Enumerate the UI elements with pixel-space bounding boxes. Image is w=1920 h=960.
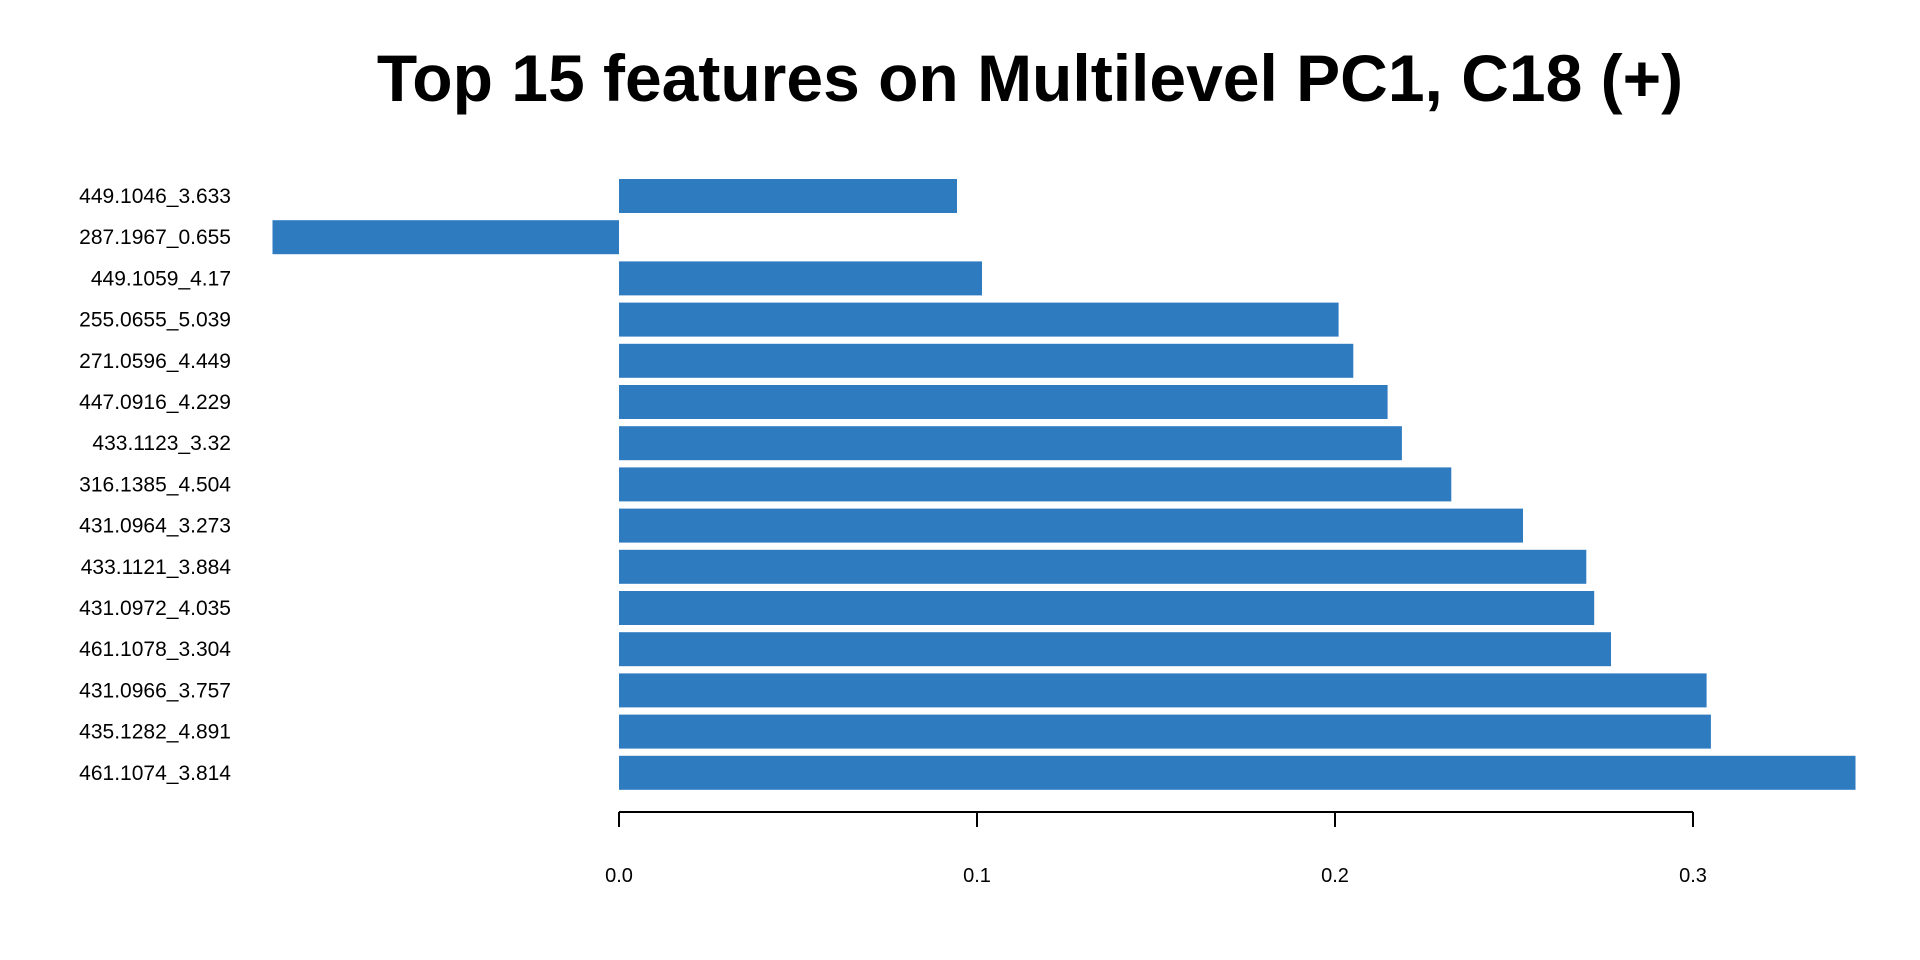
- category-label: 271.0596_4.449: [79, 350, 231, 373]
- bar: [619, 755, 1856, 790]
- category-label: 461.1078_3.304: [79, 638, 231, 661]
- chart-title: Top 15 features on Multilevel PC1, C18 (…: [376, 41, 1684, 115]
- category-label: 461.1074_3.814: [79, 762, 231, 785]
- category-label: 316.1385_4.504: [79, 473, 231, 496]
- category-label: 449.1046_3.633: [79, 185, 231, 208]
- x-tick-label: 0.2: [1321, 865, 1349, 887]
- bar: [619, 343, 1354, 378]
- bars-layer: [272, 179, 1856, 790]
- x-tick-label: 0.0: [605, 865, 633, 887]
- category-label: 433.1123_3.32: [92, 432, 231, 455]
- bar: [619, 261, 982, 296]
- category-label: 255.0655_5.039: [79, 309, 231, 332]
- category-label: 433.1121_3.884: [81, 556, 232, 579]
- category-label: 431.0964_3.273: [79, 515, 231, 538]
- x-tick-label: 0.1: [963, 865, 991, 887]
- bar: [619, 508, 1523, 543]
- bar: [272, 220, 619, 255]
- bar: [619, 426, 1402, 461]
- bar: [619, 714, 1711, 749]
- bar: [619, 467, 1452, 502]
- category-label: 431.0966_3.757: [79, 679, 231, 702]
- x-tick-label: 0.3: [1679, 865, 1707, 887]
- bar: [619, 632, 1611, 667]
- bar: [619, 673, 1707, 708]
- category-label: 447.0916_4.229: [79, 391, 231, 414]
- category-labels: 449.1046_3.633 287.1967_0.655 449.1059_4.1…: [79, 185, 231, 785]
- bar: [619, 385, 1388, 419]
- bar: [619, 179, 957, 213]
- category-label: 287.1967_0.655: [79, 226, 231, 249]
- x-axis: 0.0 0.1 0.2 0.3: [605, 811, 1707, 887]
- category-label: 431.0972_4.035: [79, 597, 231, 620]
- bar: [619, 549, 1587, 584]
- category-label: 449.1059_4.17: [91, 267, 231, 290]
- category-label: 435.1282_4.891: [79, 721, 231, 744]
- bar: [619, 591, 1595, 625]
- bar: [619, 302, 1339, 337]
